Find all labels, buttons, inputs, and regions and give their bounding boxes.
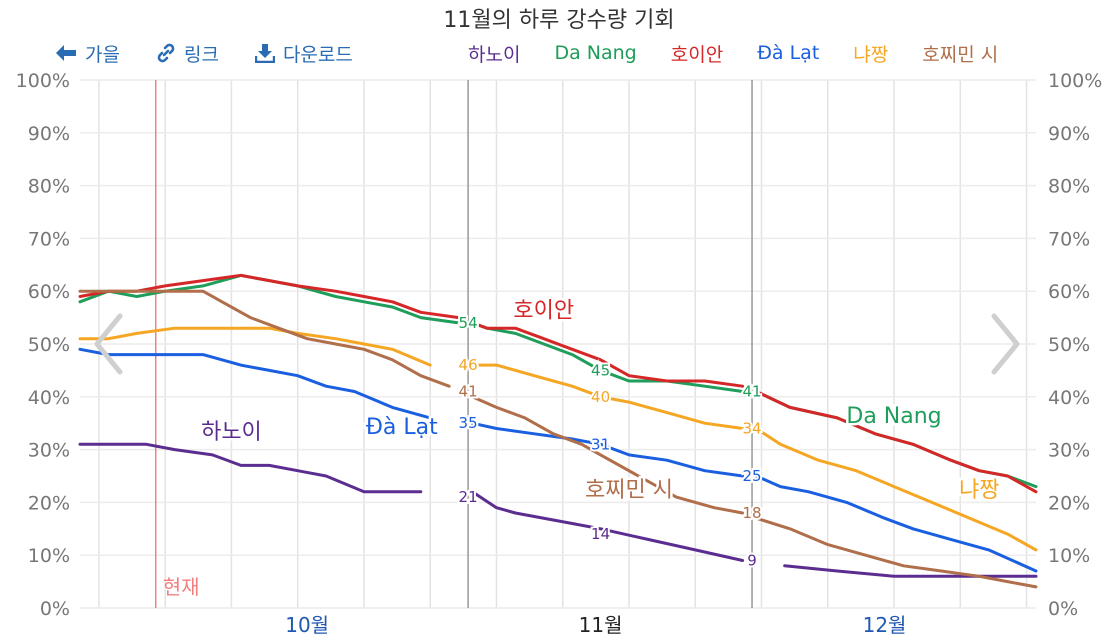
series-line-0 — [783, 564, 1038, 578]
chevron-right-icon[interactable] — [988, 312, 1022, 376]
series-line-1 — [470, 321, 745, 393]
y-tick-label-left: 40% — [28, 387, 70, 409]
series-line-3 — [754, 474, 1038, 573]
download-button[interactable]: 다운로드 — [254, 40, 353, 67]
data-label: 40 — [591, 388, 610, 406]
link-label: 링크 — [183, 43, 219, 66]
data-label: 14 — [591, 525, 610, 543]
series-label: Đà Lạt — [366, 415, 438, 440]
series-line-4 — [78, 326, 432, 367]
legend: 하노이 Da Nang 호이안 Đà Lạt 냐짱 호찌민 시 — [468, 38, 1032, 68]
data-label: 25 — [742, 467, 761, 485]
y-tick-label-left: 20% — [28, 492, 70, 514]
y-tick-label-right: 30% — [1048, 440, 1090, 462]
y-tick-label-left: 70% — [28, 228, 70, 250]
y-tick-label-left: 0% — [40, 598, 70, 620]
y-tick-label-right: 0% — [1048, 598, 1078, 620]
chart-title: 11월의 하루 강수량 기회 — [443, 8, 675, 33]
series-line-4 — [470, 363, 745, 430]
data-label: 34 — [742, 419, 761, 437]
data-label: 31 — [591, 435, 610, 453]
y-tick-label-left: 50% — [28, 334, 70, 356]
y-tick-label-left: 80% — [28, 176, 70, 198]
x-tick-label: 11월 — [579, 613, 623, 637]
series-line-5 — [470, 395, 745, 515]
y-tick-label-right: 70% — [1048, 228, 1090, 250]
y-tick-label-left: 100% — [16, 70, 70, 92]
series-label: 하노이 — [201, 420, 262, 445]
data-label: 41 — [459, 383, 478, 401]
legend-item-nha-trang[interactable]: 냐짱 — [853, 43, 889, 66]
series-line-5 — [78, 289, 451, 388]
y-tick-label-left: 60% — [28, 281, 70, 303]
download-icon — [254, 44, 275, 63]
y-tick-label-right: 10% — [1048, 545, 1090, 567]
data-label: 45 — [591, 361, 610, 379]
series-label: 냐짱 — [959, 478, 999, 503]
data-label: 35 — [459, 414, 478, 432]
y-tick-label-right: 100% — [1048, 70, 1102, 92]
series-line-0 — [78, 442, 423, 494]
data-label: 46 — [459, 356, 478, 374]
legend-item-da-lat[interactable]: Đà Lạt — [757, 42, 820, 64]
toolbar: 가을 링크 다운로드 — [55, 38, 389, 68]
legend-item-ho-chi-minh[interactable]: 호찌민 시 — [922, 43, 999, 66]
data-label: 9 — [747, 551, 757, 569]
y-tick-label-left: 10% — [28, 545, 70, 567]
y-tick-label-right: 40% — [1048, 387, 1090, 409]
chevron-left-icon[interactable] — [92, 312, 126, 376]
data-label: 41 — [742, 383, 761, 401]
y-tick-label-right: 20% — [1048, 492, 1090, 514]
series-line-1 — [78, 273, 461, 325]
y-tick-label-right: 60% — [1048, 281, 1090, 303]
legend-item-hoi-an[interactable]: 호이안 — [670, 43, 724, 66]
y-tick-label-left: 30% — [28, 440, 70, 462]
series-line-5 — [754, 516, 1038, 589]
now-marker-label: 현재 — [163, 575, 200, 599]
y-tick-label-right: 90% — [1048, 123, 1090, 145]
data-label: 18 — [742, 504, 761, 522]
series-label: 호찌민 시 — [585, 478, 673, 503]
link-button[interactable]: 링크 — [156, 40, 219, 67]
series-line-2 — [470, 321, 745, 388]
data-label: 21 — [459, 488, 478, 506]
series-line-4 — [754, 427, 1038, 552]
y-tick-label-left: 90% — [28, 123, 70, 145]
x-tick-label: 10월 — [285, 613, 329, 637]
arrow-left-icon — [56, 45, 76, 61]
series-line-3 — [78, 347, 432, 420]
y-tick-label-right: 80% — [1048, 176, 1090, 198]
season-button[interactable]: 가을 — [55, 40, 120, 67]
series-line-3 — [470, 421, 745, 478]
legend-item-da-nang[interactable]: Da Nang — [554, 42, 637, 64]
legend-item-hanoi[interactable]: 하노이 — [468, 43, 521, 66]
y-tick-label-right: 50% — [1048, 334, 1090, 356]
series-label: 호이안 — [513, 299, 574, 324]
season-label: 가을 — [85, 43, 120, 66]
download-label: 다운로드 — [282, 43, 353, 66]
x-tick-label: 12월 — [863, 613, 907, 637]
series-line-0 — [470, 490, 745, 562]
series-line-2 — [754, 390, 1038, 494]
link-icon — [157, 43, 175, 63]
data-label: 54 — [459, 314, 478, 332]
series-label: Da Nang — [846, 404, 941, 429]
